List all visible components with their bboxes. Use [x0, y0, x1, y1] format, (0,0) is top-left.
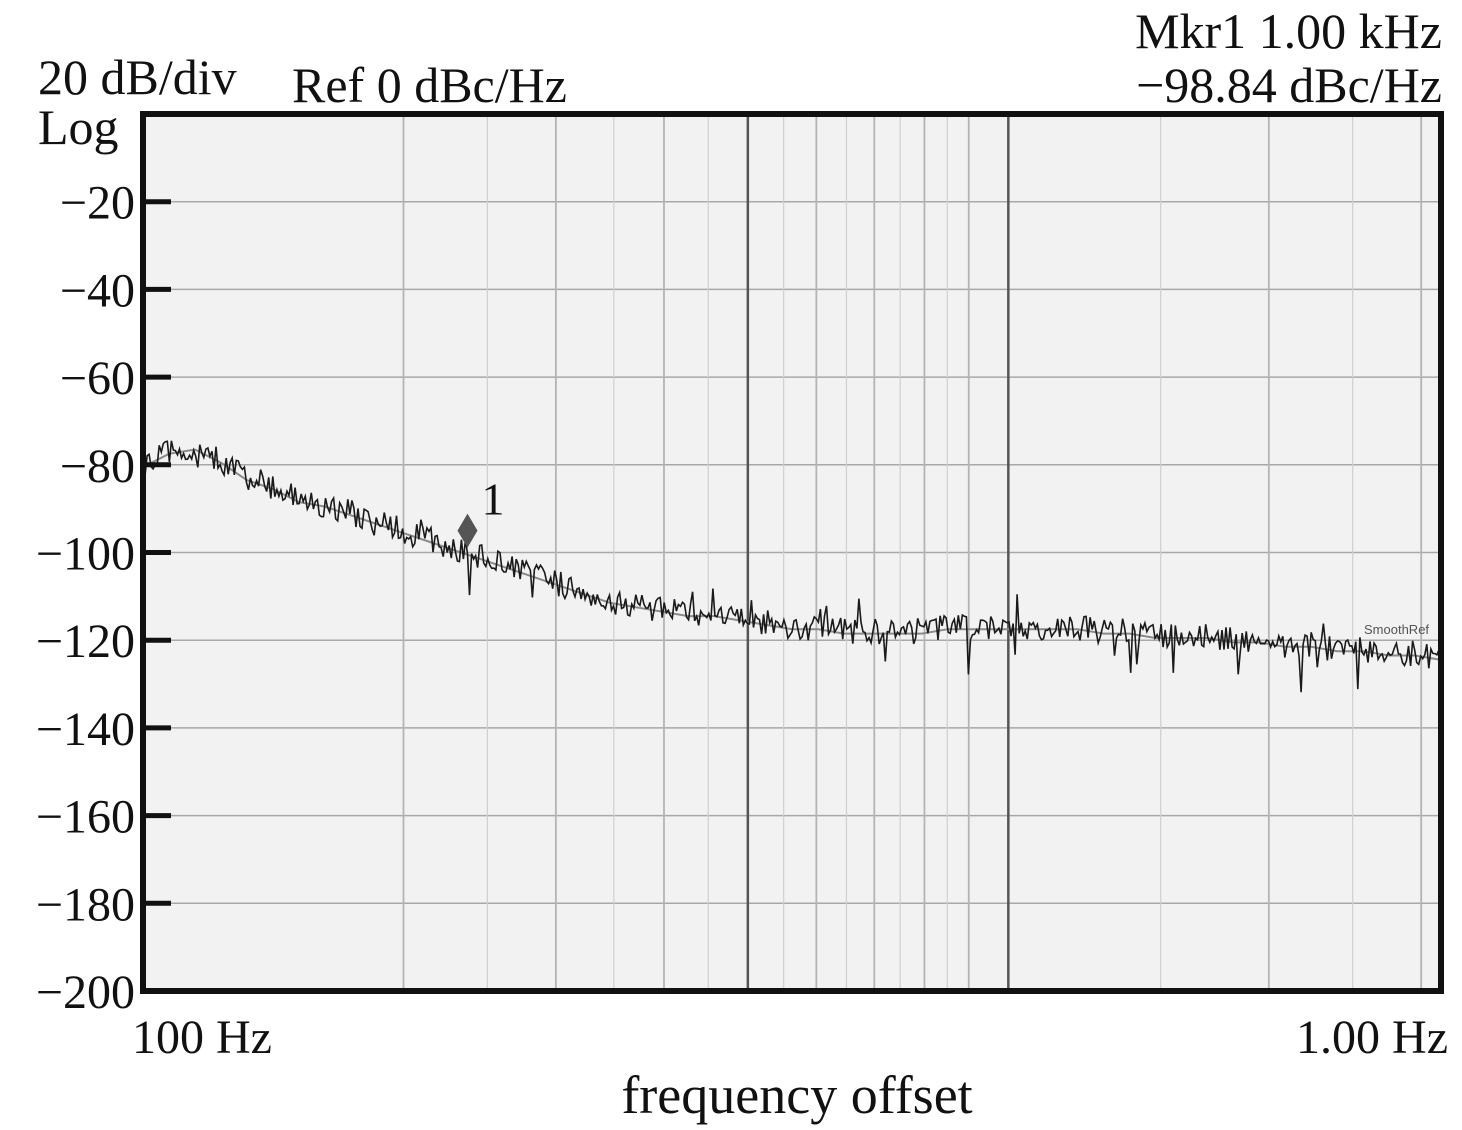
y-tick-label: −160 — [36, 791, 135, 844]
marker-label: 1 — [482, 474, 505, 525]
marker-group: 1 — [457, 474, 505, 548]
y-tick-label: −200 — [36, 966, 135, 1019]
y-axis-ticks: −20 −40 −60 −80 −100 −120 −140 −160 −180 −200 — [36, 177, 171, 1019]
x-axis-title: frequency offset — [621, 1065, 973, 1125]
measured-trace — [142, 440, 1442, 693]
y-tick-label: −100 — [36, 528, 135, 581]
y-tick-label: −40 — [60, 264, 135, 317]
scale-label: 20 dB/div — [38, 49, 237, 105]
y-tick-label: −80 — [60, 440, 135, 493]
y-tick-label: −180 — [36, 878, 135, 931]
trace-note: SmoothRef — [1364, 622, 1429, 637]
reference-level-label: Ref 0 dBc/Hz — [292, 57, 567, 113]
y-tick-label: −60 — [60, 352, 135, 405]
marker-value-readout: −98.84 dBc/Hz — [1136, 57, 1442, 113]
log-scale-label: Log — [38, 99, 119, 155]
x-start-label: 100 Hz — [132, 1011, 272, 1064]
y-tick-label: −120 — [36, 615, 135, 668]
trace-group — [142, 440, 1442, 693]
marker-diamond — [457, 513, 478, 548]
marker-frequency-readout: Mkr1 1.00 kHz — [1135, 3, 1442, 59]
y-tick-label: −20 — [60, 177, 135, 230]
x-stop-label: 1.00 Hz — [1296, 1011, 1448, 1064]
plot-frame — [140, 111, 1444, 994]
y-tick-label: −140 — [36, 703, 135, 756]
